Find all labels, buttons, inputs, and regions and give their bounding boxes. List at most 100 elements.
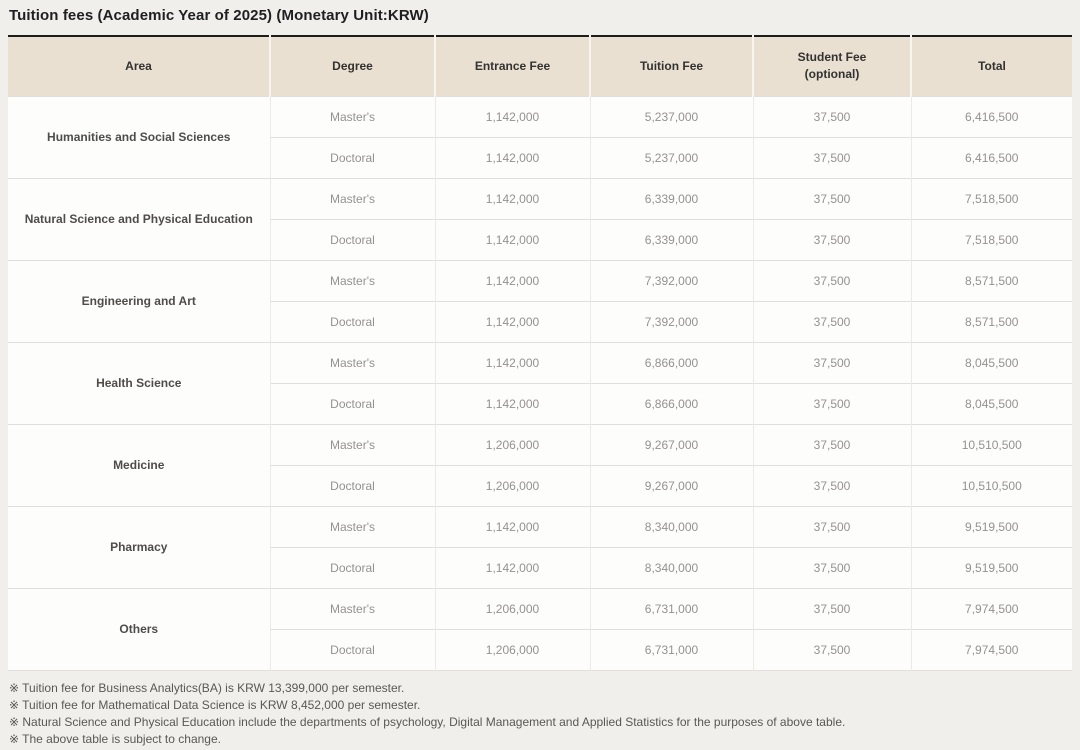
entrance-fee-cell: 1,142,000 (435, 259, 591, 301)
page-title: Tuition fees (Academic Year of 2025) (Mo… (9, 7, 429, 24)
footnotes: ※ Tuition fee for Business Analytics(BA)… (9, 680, 1072, 748)
tuition-fee-cell: 6,339,000 (590, 218, 754, 260)
table-row: Engineering and Art Master's 1,142,000 7… (8, 259, 1072, 342)
table-row: Doctoral 1,142,000 6,866,000 37,500 8,04… (8, 382, 1072, 424)
student-fee-cell: 37,500 (753, 546, 912, 588)
col-header-entrance-fee: Entrance Fee (435, 36, 591, 96)
footnote-natural-science-departments: ※ Natural Science and Physical Education… (9, 714, 846, 729)
student-fee-cell: 37,500 (753, 95, 912, 137)
entrance-fee-cell: 1,142,000 (435, 136, 591, 178)
entrance-fee-cell: 1,206,000 (435, 628, 591, 670)
student-fee-cell: 37,500 (753, 464, 912, 506)
degree-cell: Doctoral (270, 546, 436, 588)
tuition-fee-cell: 8,340,000 (590, 546, 754, 588)
student-fee-cell: 37,500 (753, 177, 912, 219)
tuition-fee-cell: 7,392,000 (590, 300, 754, 342)
area-cell: Pharmacy (8, 505, 271, 588)
degree-cell: Doctoral (270, 628, 436, 670)
entrance-fee-cell: 1,142,000 (435, 505, 591, 547)
student-fee-cell: 37,500 (753, 505, 912, 547)
table-row: Doctoral 1,142,000 5,237,000 37,500 6,41… (8, 136, 1072, 178)
col-header-tuition-fee: Tuition Fee (590, 36, 754, 96)
table-row: Pharmacy Master's 1,142,000 8,340,000 37… (8, 505, 1072, 588)
footnote-mathematical-data-science: ※ Tuition fee for Mathematical Data Scie… (9, 697, 421, 712)
student-fee-cell: 37,500 (753, 628, 912, 670)
entrance-fee-cell: 1,206,000 (435, 464, 591, 506)
total-cell: 6,416,500 (911, 95, 1072, 137)
degree-cell: Master's (270, 177, 436, 219)
footnote-business-analytics: ※ Tuition fee for Business Analytics(BA)… (9, 680, 405, 695)
degree-cell: Master's (270, 259, 436, 301)
tuition-fee-cell: 8,340,000 (590, 505, 754, 547)
tuition-fee-cell: 6,339,000 (590, 177, 754, 219)
total-cell: 7,974,500 (911, 628, 1072, 670)
table-body: Humanities and Social Sciences Master's … (8, 95, 1072, 670)
tuition-fee-cell: 5,237,000 (590, 136, 754, 178)
table-header: Area Degree Entrance Fee Tuition Fee Stu… (8, 36, 1072, 96)
tuition-fee-cell: 7,392,000 (590, 259, 754, 301)
entrance-fee-cell: 1,206,000 (435, 587, 591, 629)
student-fee-cell: 37,500 (753, 341, 912, 383)
entrance-fee-cell: 1,206,000 (435, 423, 591, 465)
col-header-student-fee: Student Fee (optional) (753, 36, 912, 96)
degree-cell: Master's (270, 505, 436, 547)
table-row: Medicine Master's 1,206,000 9,267,000 37… (8, 423, 1072, 506)
total-cell: 8,571,500 (911, 300, 1072, 342)
area-cell: Others (8, 587, 271, 670)
entrance-fee-cell: 1,142,000 (435, 546, 591, 588)
degree-cell: Doctoral (270, 218, 436, 260)
student-fee-cell: 37,500 (753, 136, 912, 178)
col-header-area: Area (8, 36, 271, 96)
entrance-fee-cell: 1,142,000 (435, 218, 591, 260)
entrance-fee-cell: 1,142,000 (435, 341, 591, 383)
area-cell: Engineering and Art (8, 259, 271, 342)
student-fee-cell: 37,500 (753, 382, 912, 424)
degree-cell: Master's (270, 95, 436, 137)
tuition-fee-cell: 5,237,000 (590, 95, 754, 137)
degree-cell: Master's (270, 587, 436, 629)
degree-cell: Doctoral (270, 382, 436, 424)
table-row: Doctoral 1,206,000 6,731,000 37,500 7,97… (8, 628, 1072, 670)
col-header-degree: Degree (270, 36, 436, 96)
total-cell: 7,518,500 (911, 177, 1072, 219)
degree-cell: Doctoral (270, 464, 436, 506)
tuition-fee-cell: 6,866,000 (590, 382, 754, 424)
degree-cell: Doctoral (270, 300, 436, 342)
degree-cell: Doctoral (270, 136, 436, 178)
tuition-fees-table: Area Degree Entrance Fee Tuition Fee Stu… (8, 35, 1072, 671)
total-cell: 8,045,500 (911, 341, 1072, 383)
col-header-total: Total (911, 36, 1072, 96)
total-cell: 7,518,500 (911, 218, 1072, 260)
area-cell: Natural Science and Physical Education (8, 177, 271, 260)
tuition-fee-cell: 9,267,000 (590, 423, 754, 465)
footnote-subject-to-change: ※ The above table is subject to change. (9, 731, 221, 746)
entrance-fee-cell: 1,142,000 (435, 300, 591, 342)
student-fee-cell: 37,500 (753, 218, 912, 260)
student-fee-cell: 37,500 (753, 587, 912, 629)
total-cell: 10,510,500 (911, 423, 1072, 465)
table-row: Health Science Master's 1,142,000 6,866,… (8, 341, 1072, 424)
table-row: Natural Science and Physical Education M… (8, 177, 1072, 260)
header-row: Area Degree Entrance Fee Tuition Fee Stu… (8, 36, 1072, 96)
entrance-fee-cell: 1,142,000 (435, 382, 591, 424)
degree-cell: Master's (270, 341, 436, 383)
student-fee-cell: 37,500 (753, 259, 912, 301)
table-row: Doctoral 1,142,000 7,392,000 37,500 8,57… (8, 300, 1072, 342)
total-cell: 8,045,500 (911, 382, 1072, 424)
entrance-fee-cell: 1,142,000 (435, 177, 591, 219)
total-cell: 10,510,500 (911, 464, 1072, 506)
total-cell: 8,571,500 (911, 259, 1072, 301)
table-row: Doctoral 1,142,000 6,339,000 37,500 7,51… (8, 218, 1072, 260)
tuition-fee-cell: 6,866,000 (590, 341, 754, 383)
total-cell: 9,519,500 (911, 505, 1072, 547)
table-row: Doctoral 1,142,000 8,340,000 37,500 9,51… (8, 546, 1072, 588)
total-cell: 9,519,500 (911, 546, 1072, 588)
table-row: Humanities and Social Sciences Master's … (8, 95, 1072, 178)
area-cell: Medicine (8, 423, 271, 506)
total-cell: 7,974,500 (911, 587, 1072, 629)
area-cell: Humanities and Social Sciences (8, 95, 271, 178)
table-row: Doctoral 1,206,000 9,267,000 37,500 10,5… (8, 464, 1072, 506)
degree-cell: Master's (270, 423, 436, 465)
tuition-fee-cell: 6,731,000 (590, 587, 754, 629)
